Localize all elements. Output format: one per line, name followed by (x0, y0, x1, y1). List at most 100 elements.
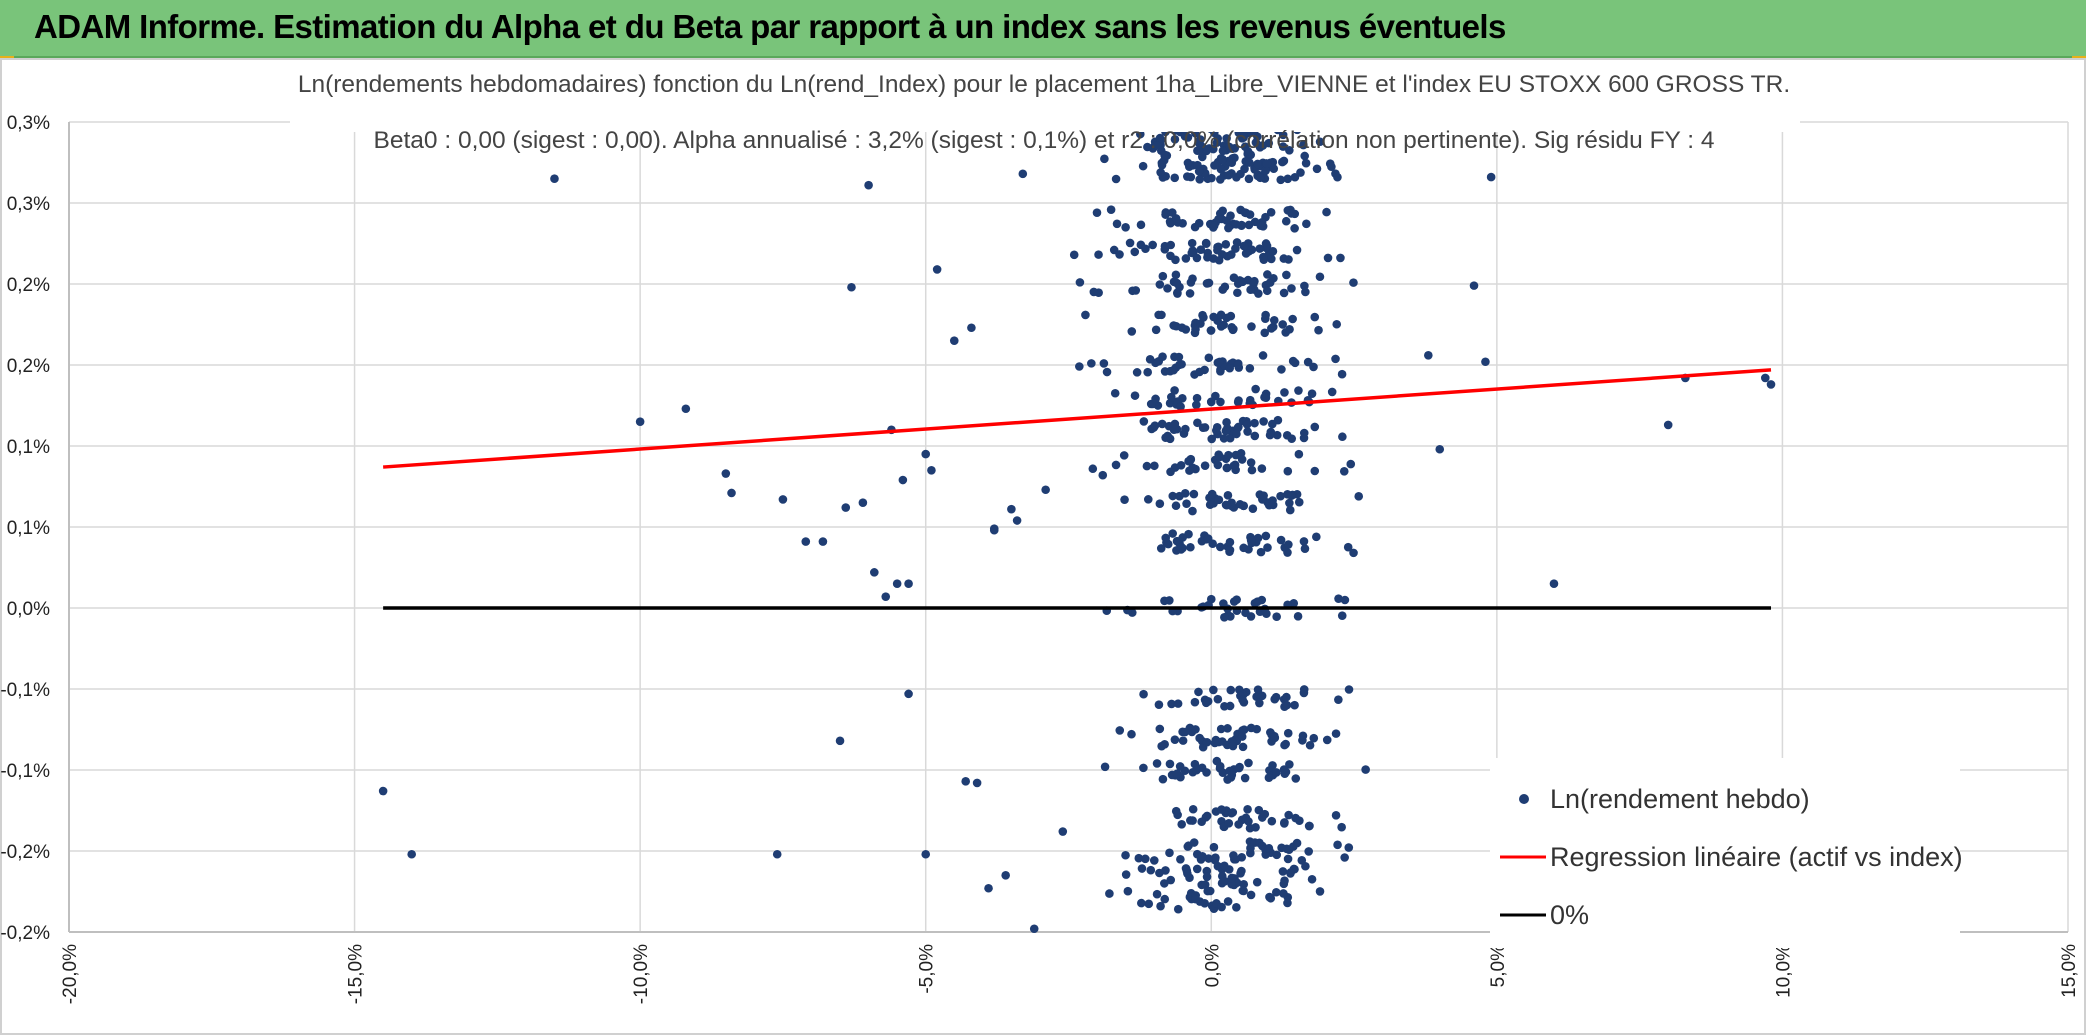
data-point (1154, 700, 1164, 709)
data-point (1315, 272, 1325, 282)
data-point (1227, 322, 1237, 332)
data-point (1161, 533, 1171, 543)
data-point (984, 883, 993, 893)
data-point (1237, 455, 1247, 464)
data-point (1268, 419, 1277, 429)
data-point (1192, 393, 1202, 403)
data-point (1217, 805, 1226, 814)
data-point (1250, 431, 1260, 441)
data-point (1197, 152, 1207, 162)
data-point (1255, 698, 1264, 708)
data-point (1221, 240, 1231, 249)
data-point (1075, 278, 1085, 287)
data-point (1210, 738, 1220, 748)
data-point (1233, 288, 1242, 298)
data-point (1191, 725, 1200, 734)
data-point (972, 778, 982, 788)
data-point (1246, 536, 1256, 545)
data-point (1282, 700, 1292, 710)
data-point (1305, 740, 1315, 750)
legend: Ln(rendement hebdo) Regression linéaire … (1490, 758, 1963, 948)
data-point (1327, 387, 1337, 397)
data-point (1766, 380, 1776, 389)
data-point (1315, 137, 1325, 147)
data-point (1251, 138, 1261, 147)
data-point (1245, 363, 1255, 373)
data-point (921, 449, 931, 459)
data-point (1185, 466, 1194, 475)
data-point (1214, 255, 1224, 265)
data-point (1177, 323, 1187, 332)
data-point (1282, 270, 1291, 280)
data-point (1223, 897, 1233, 906)
data-point (870, 568, 879, 577)
data-point (1237, 732, 1247, 741)
data-point (1175, 762, 1185, 771)
data-point (1169, 321, 1178, 330)
data-point (1278, 867, 1288, 876)
data-point (1171, 270, 1181, 280)
data-point (1246, 285, 1255, 295)
data-point (1334, 695, 1343, 704)
data-point (1174, 352, 1184, 362)
data-point (1247, 465, 1257, 475)
data-point (1254, 289, 1263, 298)
data-point (1272, 612, 1281, 622)
data-point (967, 323, 976, 333)
data-point (1258, 351, 1268, 360)
data-point (1424, 350, 1433, 360)
data-point (1192, 765, 1201, 775)
data-point (1111, 174, 1121, 184)
data-point (1183, 869, 1192, 878)
data-point (1160, 151, 1169, 160)
data-point (1169, 365, 1178, 375)
data-point (1209, 842, 1219, 852)
data-point (1262, 241, 1272, 251)
data-point (1261, 531, 1271, 541)
data-point (1218, 206, 1227, 216)
data-point (1245, 158, 1254, 167)
data-point (1161, 210, 1170, 219)
data-point (835, 736, 845, 746)
data-point (1216, 310, 1226, 320)
chart-subtitle: Beta0 : 0,00 (sigest : 0,00). Alpha annu… (374, 127, 1715, 154)
data-point (1222, 463, 1232, 473)
data-point (1294, 449, 1304, 459)
data-point (1285, 324, 1294, 334)
data-point (1246, 458, 1256, 467)
data-point (1220, 702, 1229, 711)
data-point (1264, 843, 1274, 853)
data-point (1253, 597, 1262, 607)
data-point (1283, 466, 1293, 476)
data-point (1331, 729, 1341, 738)
data-point (1139, 689, 1148, 699)
data-point (1007, 504, 1016, 514)
data-point (1141, 244, 1150, 254)
data-point (1171, 806, 1181, 816)
data-point (1153, 401, 1163, 410)
data-point (1223, 724, 1232, 733)
data-point (1243, 147, 1253, 156)
data-point (1286, 869, 1295, 878)
data-point (1168, 529, 1178, 538)
data-point (1225, 433, 1235, 443)
data-point (1277, 365, 1286, 374)
data-point (1223, 491, 1233, 500)
data-point (1018, 169, 1028, 179)
data-point (1256, 547, 1266, 557)
data-point (1183, 133, 1193, 142)
data-point (1260, 809, 1270, 819)
data-point (1125, 238, 1135, 248)
data-point (1279, 765, 1289, 774)
data-point (1088, 464, 1098, 474)
data-point (1297, 855, 1307, 865)
data-point (1218, 146, 1228, 156)
x-tick-label: 5,0% (1488, 944, 1509, 987)
data-point (1203, 534, 1213, 543)
data-point (1115, 250, 1124, 259)
data-point (1198, 423, 1208, 432)
data-point (1219, 320, 1228, 330)
data-point (1315, 887, 1325, 896)
data-point (1137, 864, 1147, 873)
data-point (847, 282, 856, 292)
